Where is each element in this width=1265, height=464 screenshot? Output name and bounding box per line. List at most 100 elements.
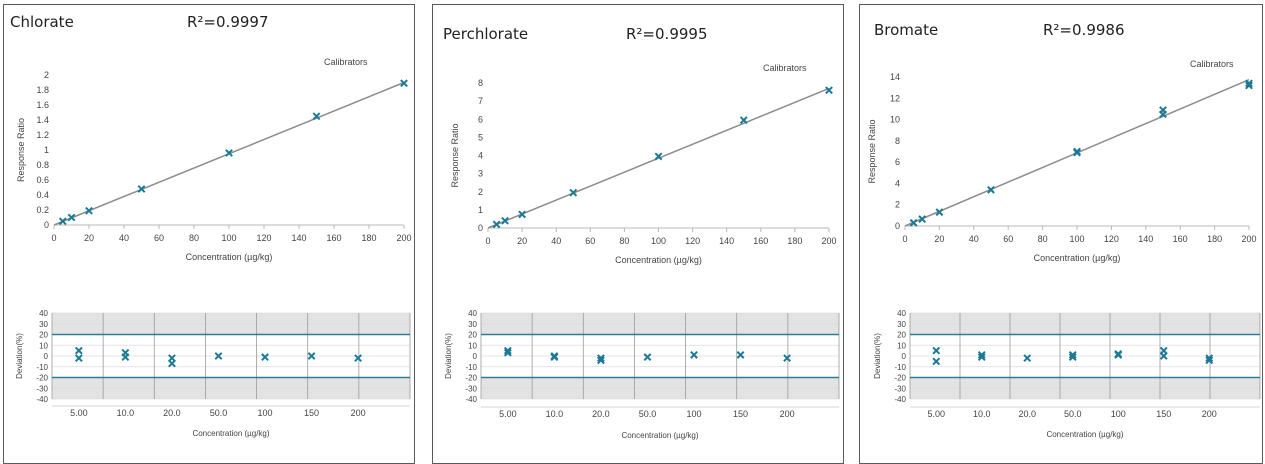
x-tick-label: 10.0	[546, 409, 564, 419]
y-tick-label: 1	[44, 145, 49, 155]
x-axis-label: Concentration (µg/kg)	[192, 429, 269, 438]
y-axis-label: Deviation(%)	[15, 333, 24, 379]
data-point	[67, 213, 76, 222]
y-tick-label: 4	[895, 178, 900, 188]
y-axis-label: Response Ratio	[16, 118, 26, 182]
y-axis-label: Response Ratio	[450, 123, 460, 187]
r-squared-value: R²=0.9995	[626, 25, 708, 43]
y-tick-label: 7	[478, 96, 483, 106]
data-point	[918, 215, 927, 223]
data-point	[214, 352, 223, 360]
data-point	[932, 357, 941, 366]
y-tick-label: -30	[36, 384, 48, 393]
y-tick-label: 8	[478, 78, 483, 88]
data-point	[977, 351, 986, 359]
data-point	[643, 353, 652, 361]
data-point	[1159, 106, 1167, 114]
x-tick-label: 50.0	[1064, 409, 1082, 419]
y-tick-label: 6	[478, 114, 483, 124]
y-tick-label: 2	[895, 200, 900, 210]
data-point	[1245, 81, 1253, 90]
legend-calibrators: Calibrators	[324, 57, 368, 67]
y-tick-label: 14	[890, 72, 900, 82]
y-tick-label: 0	[895, 221, 900, 231]
x-axis-label: Concentration (µg/kg)	[615, 255, 702, 265]
data-point	[85, 206, 93, 215]
data-point	[312, 112, 321, 121]
data-point	[225, 149, 233, 157]
y-tick-label: -20	[894, 374, 906, 383]
x-tick-label: 100	[221, 233, 236, 243]
legend-calibrators: Calibrators	[1190, 59, 1234, 69]
x-tick-label: 200	[780, 409, 795, 419]
data-point	[307, 352, 316, 360]
panel-title: Bromate	[874, 21, 939, 39]
data-point	[654, 152, 663, 161]
x-tick-label: 200	[351, 408, 366, 418]
data-point	[597, 354, 605, 363]
data-point	[1159, 352, 1168, 360]
panel-title: Chlorate	[10, 13, 74, 31]
x-tick-label: 150	[304, 408, 319, 418]
y-tick-label: 0	[478, 223, 483, 233]
x-tick-label: 200	[396, 233, 411, 243]
fit-line	[487, 87, 830, 229]
x-tick-label: 160	[326, 233, 341, 243]
x-tick-label: 200	[1241, 234, 1256, 244]
y-tick-label: -10	[36, 363, 48, 372]
y-tick-label: 10	[890, 115, 900, 125]
data-point	[503, 348, 512, 357]
y-tick-label: 1.6	[36, 100, 49, 110]
y-tick-label: 3	[478, 169, 483, 179]
x-tick-label: 0	[485, 236, 490, 246]
x-tick-label: 40	[551, 236, 561, 246]
data-point	[518, 210, 527, 219]
y-tick-label: 5	[478, 132, 483, 142]
y-tick-label: 1.2	[36, 130, 49, 140]
y-tick-label: 10	[39, 341, 48, 350]
y-tick-label: -30	[465, 384, 477, 393]
y-tick-label: 1	[478, 205, 483, 215]
data-point	[168, 359, 176, 368]
panel-bromate: Bromate R²=0.9986 0 20 40 60 80 100 120 140 160 1…	[859, 4, 1263, 464]
data-point	[137, 185, 146, 193]
x-tick-label: 50.0	[210, 408, 228, 418]
x-tick-label: 140	[1138, 234, 1153, 244]
x-tick-label: 100	[686, 409, 701, 419]
x-tick-label: 150	[733, 409, 748, 419]
data-point	[492, 220, 501, 229]
data-point	[1073, 147, 1081, 156]
y-tick-label: -20	[36, 374, 48, 383]
y-tick-label: 2	[44, 70, 49, 80]
x-tick-label: 50.0	[639, 409, 657, 419]
y-tick-label: -10	[894, 363, 906, 372]
x-axis-label: Concentration (µg/kg)	[1034, 253, 1121, 263]
x-tick-label: 10.0	[973, 409, 991, 419]
data-point	[977, 353, 986, 361]
data-point	[1068, 353, 1077, 361]
x-axis-label: Concentration (µg/kg)	[1046, 430, 1123, 439]
data-point	[935, 208, 944, 217]
y-tick-label: 20	[468, 331, 477, 340]
x-tick-label: 10.0	[117, 408, 135, 418]
y-tick-label: 10	[468, 341, 477, 350]
data-point	[1205, 356, 1214, 365]
y-tick-label: 30	[897, 320, 906, 329]
x-tick-label: 180	[787, 236, 802, 246]
y-tick-label: 30	[39, 320, 48, 329]
x-tick-label: 160	[1173, 234, 1188, 244]
y-tick-label: 0	[473, 352, 478, 361]
y-tick-label: 40	[468, 309, 477, 318]
x-tick-label: 200	[1202, 409, 1217, 419]
y-tick-label: -30	[894, 384, 906, 393]
panel-chlorate: Chlorate R²=0.9997 0 20 40 60 80 100 120 140 160…	[3, 4, 415, 464]
y-tick-label: -10	[465, 363, 477, 372]
data-point	[932, 346, 941, 355]
x-tick-label: 150	[1156, 409, 1171, 419]
data-point	[354, 354, 362, 363]
y-tick-label: -40	[894, 395, 906, 404]
y-tick-label: 20	[897, 331, 906, 340]
calibration-chart: 0 20 40 60 80 100 120 140 160 180 200 0 1 2 3 4 5 6 7 8 Conc…	[450, 63, 837, 265]
x-tick-label: 20	[934, 234, 944, 244]
